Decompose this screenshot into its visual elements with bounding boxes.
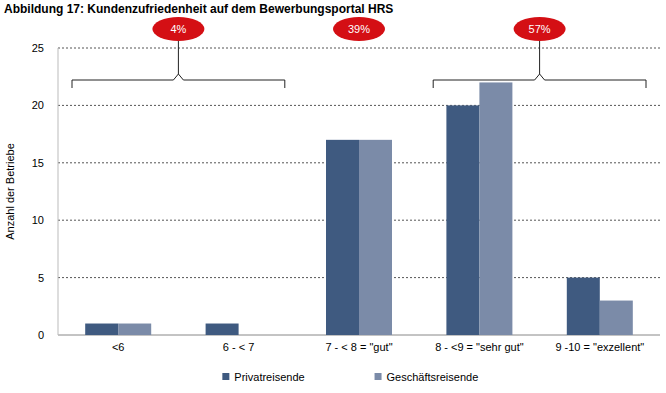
bar	[206, 324, 239, 335]
annotation-badge	[514, 17, 566, 41]
y-tick-label: 10	[32, 214, 44, 226]
brace-connector	[539, 40, 540, 74]
y-tick-label: 15	[32, 157, 44, 169]
bar	[567, 278, 600, 335]
brace-connector	[178, 40, 179, 74]
bar	[85, 324, 118, 335]
y-axis-line	[58, 48, 59, 335]
y-tick-label: 5	[38, 272, 44, 284]
annotation-badge	[152, 17, 204, 41]
grid-line	[58, 105, 660, 106]
x-tick-label: 7 - < 8 = "gut"	[325, 341, 392, 353]
annotation: 4%	[170, 23, 186, 35]
bar	[326, 140, 359, 335]
brace	[433, 74, 646, 88]
x-tick-label: 9 -10 = "exzellent"	[555, 341, 644, 353]
title: Abbildung 17: Kundenzufriedenheit auf de…	[4, 2, 393, 16]
bar	[359, 140, 392, 335]
bar	[118, 324, 151, 335]
bar	[479, 82, 512, 335]
bar	[446, 105, 479, 335]
bars	[85, 82, 633, 335]
y-tick-label: 20	[32, 99, 44, 111]
legend-label: Privatreisende	[234, 371, 304, 383]
x-tick-label: 8 - <9 = "sehr gut"	[435, 341, 524, 353]
legend-label: Geschäftsreisende	[387, 371, 479, 383]
bar	[600, 301, 633, 335]
chart-container: Abbildung 17: Kundenzufriedenheit auf de…	[0, 0, 666, 393]
annotation: 39%	[348, 23, 370, 35]
x-tick-label: <6	[112, 341, 125, 353]
y-axis-label: Anzahl der Betriebe	[4, 143, 16, 240]
y-tick-label: 0	[38, 329, 44, 341]
y-tick-label: 25	[32, 42, 44, 54]
legend-swatch	[375, 373, 382, 380]
brace	[72, 74, 285, 88]
legend-swatch	[222, 373, 229, 380]
annotation: 57%	[529, 23, 551, 35]
legend: Privatreisende Geschäftsreisende	[222, 371, 478, 383]
annotation-badge	[333, 17, 385, 41]
grid-line	[58, 48, 660, 49]
x-tick-label: 6 - < 7	[223, 341, 255, 353]
chart-svg: Abbildung 17: Kundenzufriedenheit auf de…	[0, 0, 666, 393]
bar	[239, 335, 272, 336]
